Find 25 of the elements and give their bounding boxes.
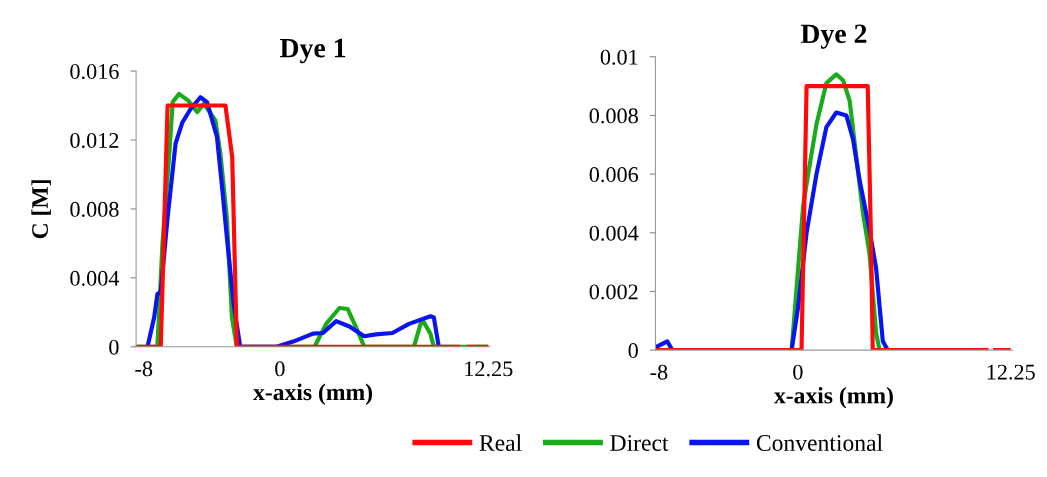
chart-title: Dye 2 xyxy=(800,24,867,49)
x-tick-label: 0 xyxy=(275,361,285,377)
y-axis-title: C [M] xyxy=(31,180,51,239)
y-tick-label: 0.008 xyxy=(70,201,119,217)
y-tick-label: 0 xyxy=(628,343,638,359)
x-tick-label: -8 xyxy=(650,364,668,380)
chart-title: Dye 1 xyxy=(279,38,346,64)
y-tick-label: 0.012 xyxy=(70,132,119,149)
y-tick-label: 0.006 xyxy=(589,167,639,183)
legend-label: Direct xyxy=(610,435,669,451)
x-tick-label: 12.25 xyxy=(465,361,513,377)
x-axis-title: x-axis (mm) xyxy=(253,383,373,406)
legend-label: Conventional xyxy=(756,434,883,451)
y-tick-label: 0.008 xyxy=(589,108,638,124)
x-axis-title: x-axis (mm) xyxy=(774,386,893,409)
y-tick-label: 0.01 xyxy=(600,49,638,65)
x-tick-label: -8 xyxy=(135,361,153,377)
y-tick-label: 0.016 xyxy=(70,64,119,80)
y-tick-label: 0 xyxy=(109,339,119,355)
x-tick-label: 0 xyxy=(793,364,803,380)
y-tick-label: 0.004 xyxy=(589,225,639,241)
legend-label: Real xyxy=(479,434,522,451)
y-tick-label: 0.004 xyxy=(70,270,120,286)
y-tick-label: 0.002 xyxy=(589,284,638,300)
x-tick-label: 12.25 xyxy=(987,364,1035,380)
